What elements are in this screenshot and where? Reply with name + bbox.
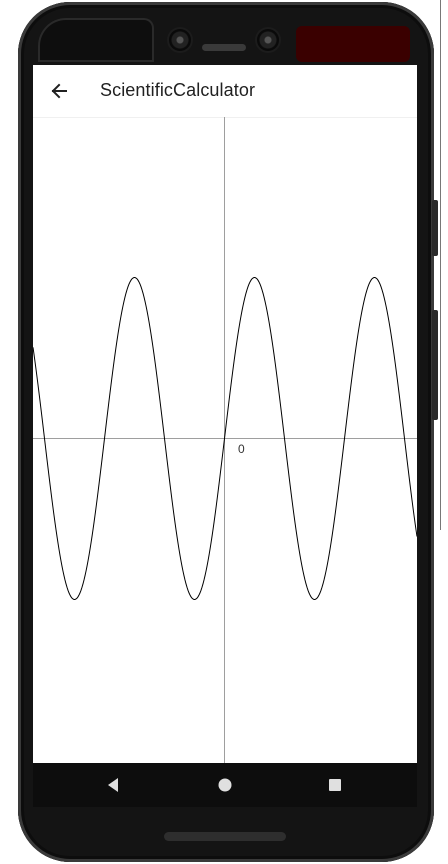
origin-tick-label: 0 <box>238 442 245 456</box>
app-screen: ScientificCalculator 0 <box>33 65 417 763</box>
page-title: ScientificCalculator <box>100 80 255 101</box>
nav-recents-button[interactable] <box>305 763 365 807</box>
bottom-speaker <box>164 832 286 841</box>
nav-home-icon <box>217 777 233 793</box>
front-camera-icon <box>169 29 191 51</box>
front-sensor-icon <box>257 29 279 51</box>
navigation-bar <box>33 763 417 807</box>
earpiece-speaker <box>202 44 246 51</box>
background-window-edge <box>440 0 448 530</box>
back-button[interactable] <box>45 77 73 105</box>
nav-recents-icon <box>327 777 343 793</box>
function-graph[interactable]: 0 <box>33 117 417 763</box>
volume-button <box>432 310 438 420</box>
frame-corner-decoration <box>38 18 154 62</box>
frame-top-decoration <box>296 26 410 62</box>
power-button <box>432 200 438 256</box>
nav-back-icon <box>105 777 121 793</box>
arrow-back-icon <box>45 77 73 105</box>
nav-home-button[interactable] <box>195 763 255 807</box>
nav-back-button[interactable] <box>83 763 143 807</box>
app-bar: ScientificCalculator <box>33 65 417 118</box>
